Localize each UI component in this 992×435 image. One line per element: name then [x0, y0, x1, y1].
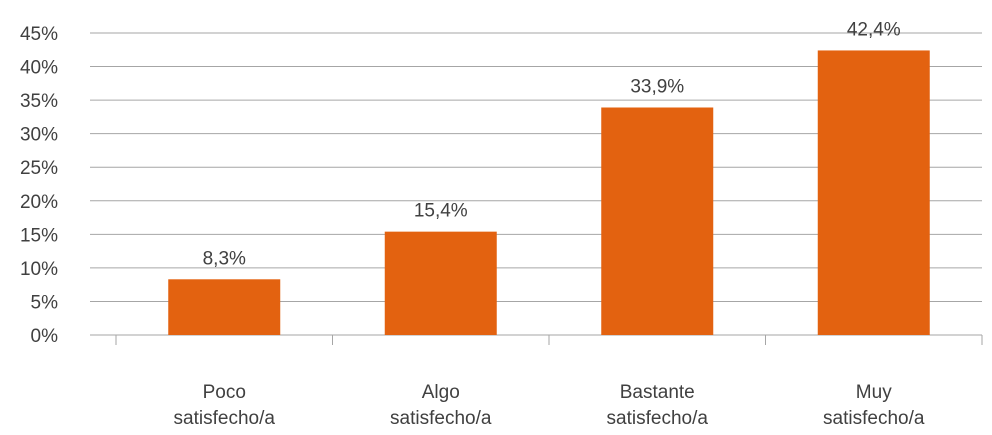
bar: [168, 279, 281, 335]
y-tick-label: 5%: [31, 292, 59, 313]
y-tick-label: 0%: [31, 326, 59, 347]
x-tick-label: satisfecho/a: [174, 408, 276, 429]
data-label: 42,4%: [847, 19, 901, 40]
x-tick-label: satisfecho/a: [823, 408, 925, 429]
data-label: 8,3%: [203, 248, 246, 269]
y-tick-label: 15%: [20, 225, 58, 246]
bar: [384, 231, 497, 335]
y-tick-label: 10%: [20, 259, 58, 280]
y-tick-label: 20%: [20, 192, 58, 213]
x-tick-label: Poco: [203, 382, 246, 403]
y-tick-label: 35%: [20, 91, 58, 112]
x-tick-label: satisfecho/a: [390, 408, 492, 429]
bar: [817, 50, 930, 336]
y-tick-label: 30%: [20, 125, 58, 146]
y-tick-label: 40%: [20, 58, 58, 79]
x-tick-label: satisfecho/a: [607, 408, 709, 429]
x-tick-label: Muy: [856, 382, 892, 403]
data-label: 33,9%: [630, 76, 684, 97]
x-tick-label: Algo: [422, 382, 460, 403]
y-tick-label: 25%: [20, 158, 58, 179]
y-tick-label: 45%: [20, 24, 58, 45]
bar: [601, 107, 714, 335]
data-label: 15,4%: [414, 201, 468, 222]
x-tick-label: Bastante: [620, 382, 695, 403]
